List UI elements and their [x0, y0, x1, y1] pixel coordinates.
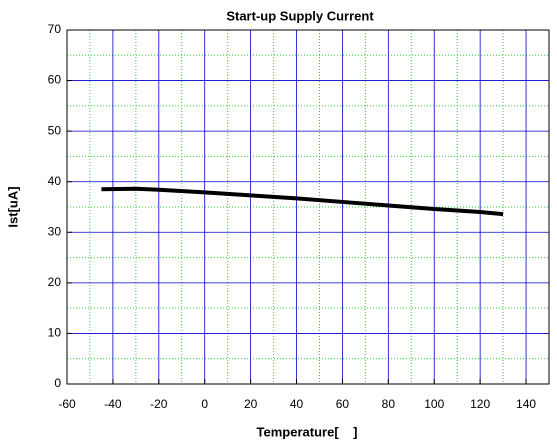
x-tick-label: 20 [244, 397, 258, 411]
x-tick-label: 60 [336, 397, 350, 411]
y-tick-label: 60 [48, 73, 62, 87]
y-tick-label: 40 [48, 174, 62, 188]
x-axis-label: Temperature[ ] [257, 424, 358, 439]
x-tick-label: 80 [382, 397, 396, 411]
y-tick-label: 50 [48, 123, 62, 137]
x-tick-label: -20 [150, 397, 168, 411]
data-line [101, 186, 504, 217]
y-tick-label: 30 [48, 224, 62, 238]
plot-frame [66, 29, 550, 385]
y-axis-label: Ist[uA] [5, 186, 20, 227]
y-tick-label: 0 [54, 376, 61, 390]
x-tick-label: 0 [201, 397, 208, 411]
x-tick-label: -60 [58, 397, 76, 411]
chart-title: Start-up Supply Current [226, 8, 374, 23]
y-tick-label: 20 [48, 275, 62, 289]
x-tick-label: -40 [104, 397, 122, 411]
y-tick-label: 10 [48, 326, 62, 340]
x-tick-label: 120 [470, 397, 490, 411]
x-tick-label: 140 [516, 397, 536, 411]
x-tick-label: 40 [290, 397, 304, 411]
x-tick-label: 100 [424, 397, 444, 411]
y-tick-label: 70 [48, 22, 62, 36]
